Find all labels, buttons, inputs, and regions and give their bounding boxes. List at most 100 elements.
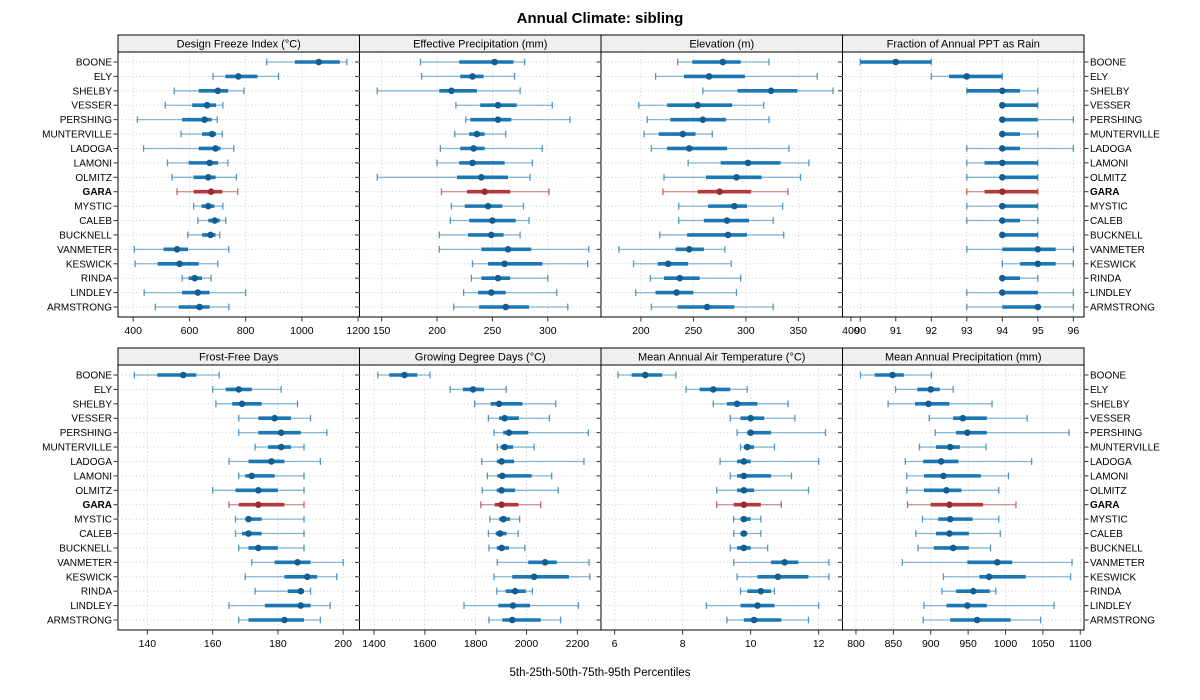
median-dot xyxy=(511,587,519,595)
median-dot xyxy=(750,616,758,624)
median-dot xyxy=(999,145,1006,152)
median-dot xyxy=(946,515,954,523)
panel-body xyxy=(600,51,843,318)
panel-growing-degree-days-c: 1400 1600 1800 2000 2200 Growing Degree Days … xyxy=(355,347,602,650)
median-dot xyxy=(963,73,971,80)
median-dot xyxy=(705,73,713,80)
series-lamoni xyxy=(486,472,553,480)
station-label-left-rinda: RINDA xyxy=(81,587,112,598)
median-dot xyxy=(1034,246,1042,253)
series-boone xyxy=(266,58,348,66)
median-dot xyxy=(999,159,1006,167)
panels-root: 400 600 800 1000 1200 Design Freeze Index (°C… xyxy=(113,34,1092,650)
x-tick-label: 1200 xyxy=(346,325,370,337)
series-shelby xyxy=(376,87,521,95)
series-ladoga xyxy=(904,458,1033,465)
strip-title: Growing Degree Days (°C) xyxy=(415,352,546,364)
station-label-left-lindley: LINDLEY xyxy=(70,601,112,612)
series-shelby xyxy=(712,400,789,408)
series-olmitz xyxy=(906,486,1000,494)
series-keswick xyxy=(134,260,219,268)
series-vesser xyxy=(928,414,1028,422)
station-label-left-olmitz: OLMITZ xyxy=(75,486,112,497)
median-dot xyxy=(498,486,505,494)
median-dot xyxy=(469,73,476,80)
series-vesser xyxy=(729,414,796,422)
station-label-left-ladoga: LADOGA xyxy=(70,144,112,155)
median-dot xyxy=(488,289,495,296)
median-dot xyxy=(999,87,1006,95)
station-label-right-shelby: SHELBY xyxy=(1090,399,1130,410)
series-keswick xyxy=(493,573,591,581)
median-dot xyxy=(716,188,723,196)
series-shelby xyxy=(474,400,557,408)
series-keswick xyxy=(244,573,338,581)
station-label-right-pershing: PERSHING xyxy=(1090,428,1142,439)
x-tick-label: 250 xyxy=(484,325,502,337)
series-rinda xyxy=(254,587,312,595)
series-lamoni xyxy=(687,159,810,167)
x-tick-label: 90 xyxy=(854,325,866,337)
median-dot xyxy=(204,202,212,210)
station-label-right-caleb: CALEB xyxy=(1090,216,1123,227)
station-label-right-ladoga: LADOGA xyxy=(1090,457,1132,468)
series-ely xyxy=(654,73,818,80)
x-tick-label: 140 xyxy=(139,638,157,650)
station-label-left-keswick: KESWICK xyxy=(66,572,112,583)
series-vanmeter xyxy=(251,558,344,566)
median-dot xyxy=(196,303,203,311)
series-munterville xyxy=(454,130,507,138)
series-olmitz xyxy=(663,173,802,181)
median-dot xyxy=(255,501,262,509)
median-dot xyxy=(469,159,476,167)
station-label-right-rinda: RINDA xyxy=(1090,587,1121,598)
median-dot xyxy=(709,386,717,393)
series-ely xyxy=(420,73,516,80)
series-munterville xyxy=(739,443,776,451)
x-tick-label: 92 xyxy=(925,325,937,337)
panel-body xyxy=(359,51,602,318)
median-dot xyxy=(530,573,538,581)
series-armstrong xyxy=(154,303,230,311)
series-shelby xyxy=(215,400,299,408)
strip-title: Fraction of Annual PPT as Rain xyxy=(887,39,1040,51)
median-dot xyxy=(473,130,481,138)
series-ely xyxy=(212,73,280,80)
series-mystic xyxy=(733,515,762,523)
series-gara xyxy=(176,188,239,196)
series-ladoga xyxy=(142,145,235,152)
median-dot xyxy=(703,303,711,311)
series-olmitz xyxy=(715,486,810,494)
x-tick-label: 6 xyxy=(612,638,618,650)
series-pershing xyxy=(736,429,827,437)
median-dot xyxy=(641,371,649,379)
median-dot xyxy=(747,414,754,422)
median-dot xyxy=(297,602,305,609)
series-boone xyxy=(617,371,677,379)
series-caleb xyxy=(678,217,774,224)
x-tick-label: 8 xyxy=(680,638,686,650)
median-dot xyxy=(504,246,512,253)
strip-title: Mean Annual Precipitation (mm) xyxy=(885,352,1042,364)
median-dot xyxy=(498,458,505,465)
median-dot xyxy=(999,116,1006,123)
median-dot xyxy=(740,544,748,552)
median-dot xyxy=(208,130,216,138)
station-label-right-olmitz: OLMITZ xyxy=(1090,173,1127,184)
x-tick-label: 200 xyxy=(334,638,352,650)
median-dot xyxy=(277,429,285,436)
median-dot xyxy=(892,58,900,66)
series-ely xyxy=(930,73,1003,80)
series-boone xyxy=(133,371,220,379)
median-dot xyxy=(740,472,748,480)
station-label-left-ladoga: LADOGA xyxy=(70,457,112,468)
panel-body xyxy=(117,364,360,631)
series-gara xyxy=(440,188,550,196)
x-tick-label: 1800 xyxy=(464,638,488,650)
station-label-left-vanmeter: VANMETER xyxy=(57,558,112,569)
median-dot xyxy=(999,188,1006,196)
series-armstrong xyxy=(966,303,1074,311)
series-boone xyxy=(677,58,770,66)
series-lindley xyxy=(923,602,1055,609)
